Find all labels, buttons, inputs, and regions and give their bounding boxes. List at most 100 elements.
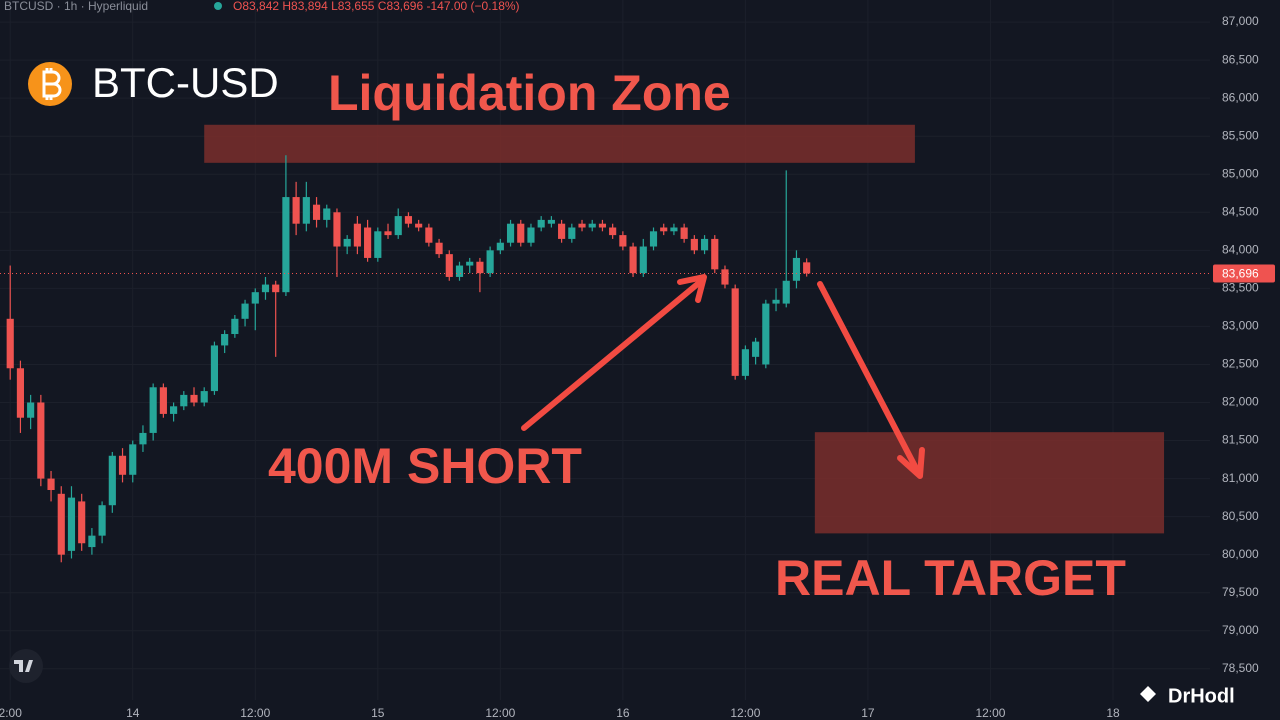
- candle-body: [558, 223, 566, 239]
- candle-body: [282, 197, 290, 293]
- candle-body: [476, 261, 484, 274]
- x-tick-label: 12:00: [975, 706, 1005, 720]
- candle-body: [251, 292, 259, 304]
- y-tick-label: 78,500: [1222, 661, 1259, 675]
- candle-body: [170, 406, 178, 414]
- candle-body: [261, 284, 270, 293]
- x-tick-label: 12:00: [730, 706, 760, 720]
- arrow: [817, 281, 921, 475]
- zone-label: Liquidation Zone: [328, 65, 731, 121]
- candle-body: [537, 219, 545, 228]
- candle-body: [670, 227, 678, 232]
- candle-body: [578, 223, 586, 228]
- y-tick-label: 83,000: [1222, 319, 1259, 333]
- candle-body: [302, 197, 310, 224]
- candle-body: [149, 387, 157, 433]
- candle-body: [374, 231, 382, 258]
- watermark: DrHodl: [1168, 685, 1235, 707]
- candle-body: [6, 318, 14, 369]
- candle-body: [711, 238, 719, 270]
- arrow-head: [897, 447, 925, 479]
- annotation: 400M SHORT: [268, 438, 582, 494]
- candle-body: [78, 501, 86, 544]
- candle-body: [568, 227, 576, 239]
- y-tick-label: 80,500: [1222, 509, 1259, 523]
- candle-body: [762, 303, 770, 365]
- x-tick-label: 2:00: [0, 706, 22, 720]
- y-tick-label: 79,000: [1222, 623, 1259, 637]
- candle-body: [353, 223, 361, 247]
- candle-body: [394, 216, 402, 236]
- tv-logo-bg: [9, 649, 43, 683]
- zone: [814, 432, 1165, 534]
- btc-logo-glyph: [42, 68, 62, 100]
- candle-body: [27, 402, 35, 418]
- candle-body: [517, 223, 525, 243]
- tv-logo: [9, 649, 43, 683]
- arrow: [521, 279, 703, 431]
- candle-body: [16, 368, 24, 418]
- candle-body: [649, 231, 658, 247]
- candle-body: [792, 257, 801, 281]
- candle-body: [88, 535, 96, 548]
- x-tick-label: 12:00: [240, 706, 270, 720]
- y-tick-label: 83,500: [1222, 281, 1259, 295]
- y-tick-label: 84,500: [1222, 204, 1259, 218]
- y-tick-label: 82,500: [1222, 357, 1259, 371]
- candle-body: [772, 299, 780, 304]
- candle-body: [210, 345, 219, 392]
- candle-body: [527, 227, 535, 243]
- x-tick-label: 18: [1106, 706, 1120, 720]
- y-tick-label: 79,500: [1222, 585, 1259, 599]
- candle-body: [67, 497, 76, 551]
- candle-body: [466, 261, 474, 266]
- y-tick-label: 87,000: [1222, 14, 1259, 28]
- candle-body: [231, 318, 239, 335]
- candle-body: [180, 394, 188, 407]
- candle-body: [752, 341, 760, 357]
- candle-body: [98, 505, 106, 536]
- candle-body: [272, 284, 280, 293]
- zones: [204, 124, 1165, 534]
- candle-body: [364, 227, 372, 258]
- y-tick-label: 80,000: [1222, 547, 1259, 561]
- candle-body: [619, 235, 627, 247]
- candle-body: [415, 223, 423, 228]
- watermark-icon: [1140, 686, 1156, 702]
- x-tick-label: 15: [371, 706, 385, 720]
- y-tick-label: 84,000: [1222, 242, 1259, 256]
- y-tick-label: 82,000: [1222, 395, 1259, 409]
- candle-body: [609, 227, 617, 236]
- candle-body: [200, 391, 208, 403]
- candle-body: [629, 246, 637, 274]
- candle-body: [547, 219, 555, 224]
- candle-body: [129, 444, 137, 475]
- y-tick-label: 86,000: [1222, 90, 1259, 104]
- candle-body: [47, 478, 55, 490]
- candle-body: [741, 349, 749, 376]
- candle-body: [598, 223, 607, 228]
- candle-body: [803, 262, 811, 274]
- status-dot: [214, 2, 222, 10]
- candle-body: [139, 432, 147, 445]
- y-tick-label: 85,500: [1222, 128, 1259, 142]
- candle-body: [312, 204, 321, 220]
- candle-body: [731, 288, 739, 376]
- candle-body: [108, 455, 116, 506]
- y-tick-label: 81,000: [1222, 471, 1259, 485]
- x-tick-label: 12:00: [485, 706, 515, 720]
- candle-body: [343, 238, 351, 247]
- candle-body: [118, 455, 127, 475]
- candle-body: [496, 242, 504, 251]
- candle-body: [455, 265, 464, 277]
- candle-body: [333, 212, 341, 247]
- x-tick-label: 14: [126, 706, 140, 720]
- y-tick-label: 81,500: [1222, 433, 1259, 447]
- arrow-head: [677, 274, 707, 303]
- candle-body: [221, 334, 229, 346]
- candle-body: [588, 223, 596, 228]
- candle-body: [425, 227, 433, 243]
- candle-body: [384, 231, 392, 236]
- candle-body: [486, 250, 494, 274]
